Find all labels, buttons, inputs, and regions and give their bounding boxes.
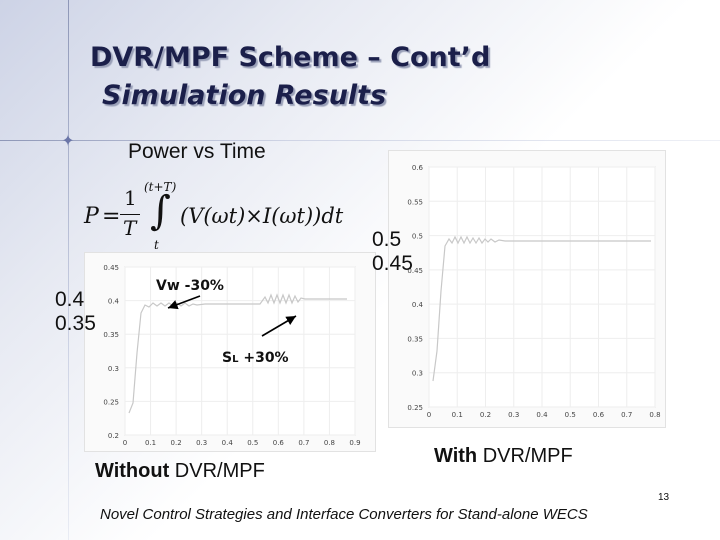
formula-frac-den: T [123, 216, 137, 240]
right-plot-trace [432, 235, 651, 382]
right-plot: 0.6 0.55 0.5 0.45 0.4 0.35 0.3 0.25 0 0.1 0.2 0.3 0… [407, 164, 660, 419]
right-xtick-label: 0.4 [536, 411, 548, 419]
formula-lhs: P [84, 204, 99, 229]
left-caption-bold: Without [95, 460, 170, 482]
right-xtick-label: 0.1 [452, 411, 463, 419]
right-ytick-label: 0.6 [412, 164, 424, 172]
section-heading: Power vs Time [128, 140, 266, 163]
right-callout-0.5: 0.5 [372, 228, 402, 251]
left-xtick-label: 0.2 [171, 439, 182, 447]
right-xtick-label: 0 [427, 411, 431, 419]
right-xtick-label: 0.2 [480, 411, 491, 419]
slide-footer: Novel Control Strategies and Interface C… [100, 506, 588, 523]
integral-icon: ∫ [150, 188, 171, 234]
slide-title: DVR/MPF Scheme – Cont’d [90, 42, 491, 73]
right-xtick-label: 0.7 [621, 411, 632, 419]
left-xtick-label: 0.1 [145, 439, 156, 447]
right-plot-caption: With DVR/MPF [434, 445, 573, 468]
left-ytick-label: 0.4 [108, 298, 120, 306]
right-xtick-label: 0.8 [649, 411, 660, 419]
annotation-sl-main: S [222, 350, 233, 366]
power-formula: P = 1 T (t+T) ∫ t (V(ωt)×I(ωt))dt [84, 180, 384, 254]
right-caption-bold: With [434, 445, 478, 467]
right-ytick-label: 0.4 [412, 301, 424, 309]
right-ytick-label: 0.55 [407, 198, 423, 206]
left-plot-trace [128, 293, 347, 414]
right-ytick-label: 0.35 [407, 335, 423, 343]
right-xtick-label: 0.3 [508, 411, 519, 419]
right-xtick-label: 0.6 [593, 411, 605, 419]
slide-subtitle: Simulation Results [102, 80, 387, 111]
left-ytick-label: 0.2 [108, 432, 119, 440]
left-plot-panel: 0.45 0.4 0.35 0.3 0.25 0.2 0 0.1 0.2 0.3 0.4 0.5 0.… [84, 252, 376, 452]
left-caption-rest: DVR/MPF [169, 460, 265, 482]
right-ytick-label: 0.5 [412, 233, 423, 241]
left-ytick-label: 0.25 [103, 398, 119, 406]
right-ytick-label: 0.45 [407, 267, 423, 275]
left-xtick-label: 0.9 [349, 439, 360, 447]
right-plot-panel: 0.6 0.55 0.5 0.45 0.4 0.35 0.3 0.25 0 0.1 0.2 0.3 0… [388, 150, 666, 428]
page-number: 13 [658, 492, 670, 503]
annotation-sl: SL +30% [222, 350, 289, 366]
right-ytick-label: 0.3 [412, 370, 423, 378]
left-xtick-label: 0.4 [222, 439, 234, 447]
left-xtick-label: 0.7 [298, 439, 309, 447]
left-xtick-label: 0 [123, 439, 127, 447]
left-xtick-label: 0.5 [247, 439, 258, 447]
formula-upper-limit: (t+T) [144, 180, 177, 194]
right-xtick-label: 0.5 [565, 411, 576, 419]
left-callout-0.4: 0.4 [55, 288, 85, 311]
left-callout-0.35: 0.35 [55, 312, 96, 335]
annotation-sl-sub: L [232, 354, 239, 365]
annotation-vw: Vw -30% [156, 278, 224, 294]
right-callout-0.45: 0.45 [372, 252, 413, 275]
left-xtick-label: 0.3 [196, 439, 207, 447]
left-plot-caption: Without DVR/MPF [95, 460, 265, 483]
left-ytick-label: 0.35 [103, 331, 119, 339]
sparkle-icon: ✦ [61, 131, 75, 150]
annotation-sl-rest: +30% [238, 350, 289, 366]
left-xtick-label: 0.6 [273, 439, 285, 447]
decor-vertical-line [68, 0, 69, 540]
right-ytick-label: 0.25 [407, 404, 423, 412]
formula-frac-bar [120, 214, 140, 215]
right-caption-rest: DVR/MPF [477, 445, 573, 467]
decor-horizontal-line [0, 140, 720, 141]
left-ytick-label: 0.45 [103, 264, 119, 272]
formula-equals: = [102, 204, 121, 229]
left-plot: 0.45 0.4 0.35 0.3 0.25 0.2 0 0.1 0.2 0.3 0.4 0.5 0.… [103, 264, 360, 447]
left-ytick-label: 0.3 [108, 365, 119, 373]
formula-lower-limit: t [154, 238, 159, 252]
left-xtick-label: 0.8 [324, 439, 335, 447]
formula-frac-num: 1 [124, 186, 137, 210]
formula-integrand: (V(ωt)×I(ωt))dt [180, 204, 344, 228]
